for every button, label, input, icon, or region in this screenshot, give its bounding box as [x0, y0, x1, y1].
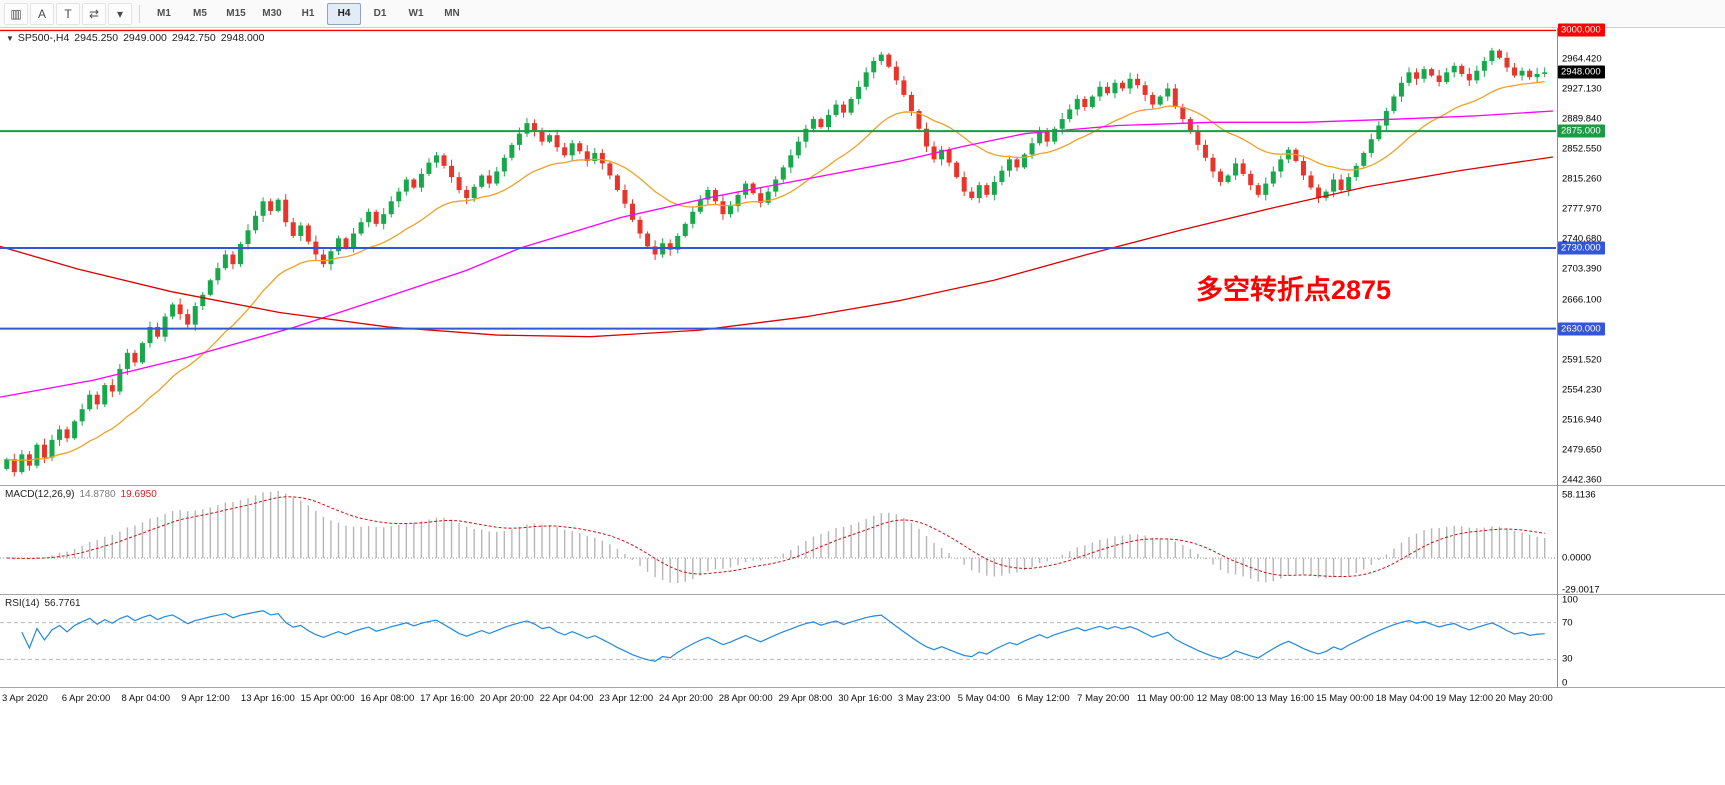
- timeframe-button-w1[interactable]: W1: [399, 3, 433, 25]
- text-annotation[interactable]: 多空转折点2875: [1196, 268, 1391, 307]
- rsi-panel[interactable]: RSI(14) 56.7761: [0, 595, 1557, 687]
- rsi-axis-label: 30: [1562, 654, 1573, 665]
- rsi-name: RSI(14): [5, 598, 39, 609]
- macd-axis-label: 0.0000: [1562, 553, 1591, 564]
- time-axis-label: 8 Apr 04:00: [121, 693, 170, 704]
- time-axis-label: 30 Apr 16:00: [838, 693, 892, 704]
- price-axis-label: 2516.940: [1562, 414, 1602, 425]
- rsi-canvas[interactable]: [0, 595, 1556, 687]
- timeframe-button-m15[interactable]: M15: [219, 3, 253, 25]
- price-axis[interactable]: 2964.420 2927.130 2889.840 2852.550 2815.260…: [1558, 28, 1725, 714]
- timeframe-button-d1[interactable]: D1: [363, 3, 397, 25]
- time-axis-label: 15 May 00:00: [1316, 693, 1374, 704]
- timeframe-button-group: M1M5M15M30H1H4D1W1MN: [147, 3, 469, 25]
- time-axis-label: 3 May 23:00: [898, 693, 950, 704]
- price-chart-panel[interactable]: ▼ SP500-,H4 2945.250 2949.000 2942.750 2948.0…: [0, 28, 1557, 485]
- price-axis-label: 2852.550: [1562, 144, 1602, 155]
- time-axis-label: 24 Apr 20:00: [659, 693, 713, 704]
- one-click-trading-icon[interactable]: ▼: [6, 34, 14, 43]
- current-price-label: 2948.000: [1558, 66, 1605, 79]
- price-axis-label: 2815.260: [1562, 174, 1602, 185]
- timeframe-button-m1[interactable]: M1: [147, 3, 181, 25]
- time-axis-label: 17 Apr 16:00: [420, 693, 474, 704]
- price-line-label-2630: 2630.000: [1558, 322, 1605, 335]
- chart-workspace: ▼ SP500-,H4 2945.250 2949.000 2942.750 2948.0…: [0, 28, 1725, 785]
- timeframe-button-mn[interactable]: MN: [435, 3, 469, 25]
- price-axis-label: 2442.360: [1562, 474, 1602, 485]
- price-axis-label: 2591.520: [1562, 354, 1602, 365]
- ohlc-low: 2942.750: [172, 32, 216, 44]
- time-axis-label: 6 Apr 20:00: [62, 693, 111, 704]
- time-axis-label: 16 Apr 08:00: [360, 693, 414, 704]
- timeframe-button-h4[interactable]: H4: [327, 3, 361, 25]
- time-axis-label: 15 Apr 00:00: [301, 693, 355, 704]
- price-line-label-2875: 2875.000: [1558, 125, 1605, 138]
- macd-signal-value: 19.6950: [121, 489, 157, 500]
- time-axis[interactable]: 3 Apr 2020 6 Apr 20:00 8 Apr 04:00 9 Apr 12…: [0, 688, 1557, 714]
- time-axis-label: 22 Apr 04:00: [540, 693, 594, 704]
- price-axis-label: 2554.230: [1562, 384, 1602, 395]
- time-axis-label: 9 Apr 12:00: [181, 693, 230, 704]
- time-axis-label: 3 Apr 2020: [2, 693, 48, 704]
- time-axis-label: 11 May 00:00: [1137, 693, 1194, 704]
- rsi-value: 56.7761: [44, 598, 80, 609]
- time-axis-label: 7 May 20:00: [1077, 693, 1129, 704]
- macd-axis-label: 58.1136: [1562, 489, 1596, 500]
- macd-axis-label: -29.0017: [1562, 584, 1600, 595]
- price-axis-label: 2964.420: [1562, 54, 1602, 65]
- rsi-axis-label: 70: [1562, 617, 1573, 628]
- toolbar-separator: [139, 5, 140, 23]
- timeframe-button-m5[interactable]: M5: [183, 3, 217, 25]
- candlestick-canvas[interactable]: [0, 28, 1556, 485]
- time-axis-label: 12 May 08:00: [1197, 693, 1255, 704]
- time-axis-label: 13 Apr 16:00: [241, 693, 295, 704]
- time-axis-label: 18 May 04:00: [1376, 693, 1434, 704]
- ohlc-open: 2945.250: [74, 32, 118, 44]
- ohlc-high: 2949.000: [123, 32, 167, 44]
- rsi-label: RSI(14) 56.7761: [5, 598, 81, 609]
- timeframe-button-m30[interactable]: M30: [255, 3, 289, 25]
- price-axis-label: 2777.970: [1562, 204, 1602, 215]
- time-axis-label: 29 Apr 08:00: [779, 693, 833, 704]
- time-axis-label: 20 May 20:00: [1495, 693, 1553, 704]
- rsi-axis-label: 100: [1562, 595, 1578, 606]
- price-axis-label: 2703.390: [1562, 264, 1602, 275]
- dropdown-chevron-icon[interactable]: ▾: [108, 3, 132, 25]
- macd-name: MACD(12,26,9): [5, 489, 74, 500]
- time-axis-label: 28 Apr 00:00: [719, 693, 773, 704]
- timeframe-button-h1[interactable]: H1: [291, 3, 325, 25]
- price-line-label-3000: 3000.000: [1558, 24, 1605, 37]
- price-axis-label: 2927.130: [1562, 84, 1602, 95]
- chart-symbol-label: SP500-,H4: [18, 32, 69, 44]
- price-axis-label: 2889.840: [1562, 114, 1602, 125]
- price-line-label-2730: 2730.000: [1558, 242, 1605, 255]
- rsi-axis-label: 0: [1562, 678, 1567, 689]
- chart-title: ▼ SP500-,H4 2945.250 2949.000 2942.750 2948.0…: [6, 32, 264, 44]
- price-axis-label: 2479.650: [1562, 444, 1602, 455]
- macd-main-value: 14.8780: [79, 489, 115, 500]
- ohlc-close: 2948.000: [221, 32, 265, 44]
- macd-canvas[interactable]: [0, 486, 1556, 594]
- time-axis-label: 19 May 12:00: [1436, 693, 1494, 704]
- scale-arrows-icon[interactable]: ⇄: [82, 3, 106, 25]
- time-axis-label: 6 May 12:00: [1017, 693, 1069, 704]
- toolbar-icon-group: ▥AT⇄▾: [4, 3, 132, 25]
- toolbar: ▥AT⇄▾ M1M5M15M30H1H4D1W1MN: [0, 0, 1725, 28]
- time-axis-label: 5 May 04:00: [958, 693, 1010, 704]
- cursor-tool-icon[interactable]: A: [30, 3, 54, 25]
- time-axis-label: 23 Apr 12:00: [599, 693, 653, 704]
- text-tool-icon[interactable]: T: [56, 3, 80, 25]
- time-axis-label: 13 May 16:00: [1256, 693, 1314, 704]
- macd-label: MACD(12,26,9) 14.8780 19.6950: [5, 489, 157, 500]
- macd-panel[interactable]: MACD(12,26,9) 14.8780 19.6950: [0, 486, 1557, 594]
- chart-window-icon[interactable]: ▥: [4, 3, 28, 25]
- price-axis-label: 2666.100: [1562, 294, 1602, 305]
- time-axis-label: 20 Apr 20:00: [480, 693, 534, 704]
